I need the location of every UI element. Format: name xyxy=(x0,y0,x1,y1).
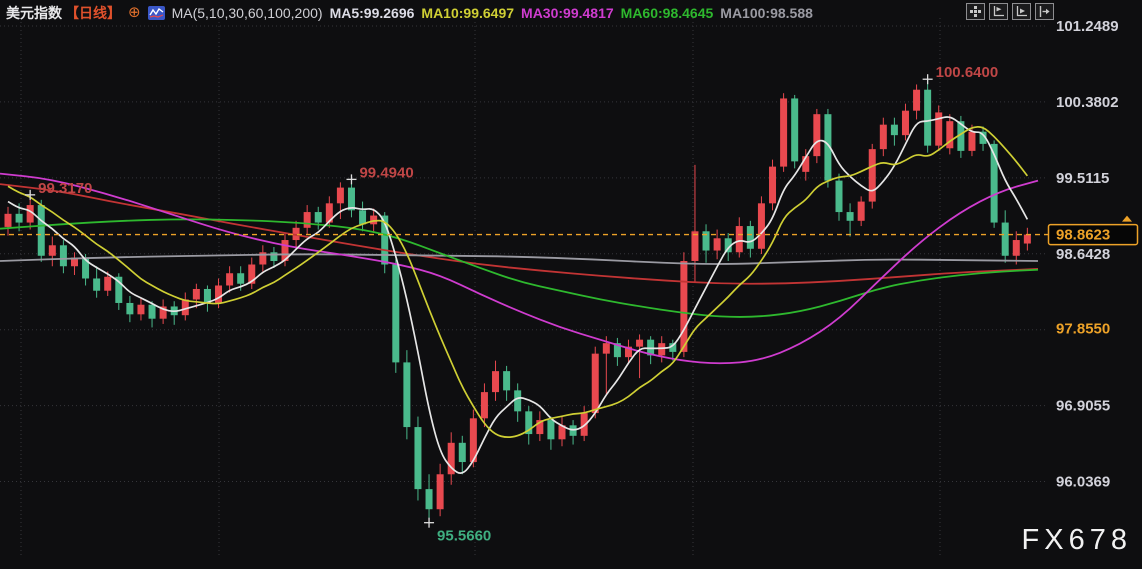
ma100-value: MA100:98.588 xyxy=(720,5,813,21)
price-axis: 101.2489 100.3802 99.5115 98.6428 96.9055 96.… xyxy=(1047,18,1139,491)
plus-circle-icon[interactable]: ⊕ xyxy=(128,4,141,21)
chart-header: 美元指数 【日线】 ⊕ MA(5,10,30,60,100,200) MA5:9… xyxy=(6,3,813,23)
x-axis-scale-icon[interactable] xyxy=(1012,3,1031,20)
price-annotations: 99.3170 99.4940 100.6400 95.5660 xyxy=(25,64,999,545)
ma10-value: MA10:99.6497 xyxy=(421,5,515,21)
ma-indicator-icon[interactable] xyxy=(147,6,165,20)
y-axis-tick: 99.5115 xyxy=(1056,170,1109,187)
y-axis-tick: 100.3802 xyxy=(1056,94,1119,111)
y-axis-tick: 96.9055 xyxy=(1056,398,1110,415)
grid-lines xyxy=(0,18,1048,556)
low-price-annotation: 95.5660 xyxy=(437,528,491,545)
collapse-panel-icon[interactable] xyxy=(1035,3,1054,20)
ma5-value: MA5:99.2696 xyxy=(329,5,415,21)
ma30-value: MA30:99.4817 xyxy=(521,5,614,21)
ma60-value: MA60:98.4645 xyxy=(620,5,714,21)
high-price-annotation: 100.6400 xyxy=(936,64,999,81)
chart-toolbar xyxy=(966,3,1054,20)
period-tag: 【日线】 xyxy=(65,5,121,21)
orange-level-tick: 97.8550 xyxy=(1056,321,1110,338)
candlesticks xyxy=(4,79,1031,523)
ma-params-label: MA(5,10,30,60,100,200) xyxy=(171,5,323,21)
y-axis-scale-icon[interactable] xyxy=(989,3,1008,20)
symbol-title: 美元指数 xyxy=(6,5,62,21)
high-price-annotation: 99.3170 xyxy=(38,180,92,197)
current-price-label: 98.8623 xyxy=(1056,227,1110,244)
watermark: FX678 xyxy=(1021,524,1132,556)
ma-lines xyxy=(0,116,1039,474)
y-axis-tick: 101.2489 xyxy=(1056,18,1119,35)
move-tool-icon[interactable] xyxy=(966,3,985,20)
y-axis-tick: 96.0369 xyxy=(1056,474,1110,491)
high-price-annotation: 99.4940 xyxy=(359,164,413,181)
y-axis-tick: 98.6428 xyxy=(1056,246,1110,263)
